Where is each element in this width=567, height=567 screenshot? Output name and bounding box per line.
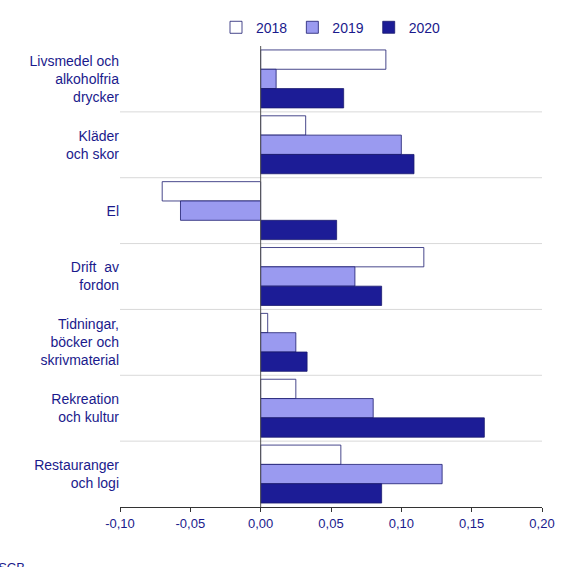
svg-text:Källa: SCB: Källa: SCB <box>0 560 25 567</box>
svg-text:Tidningar,böcker ochskrivmater: Tidningar,böcker ochskrivmaterial <box>40 316 119 368</box>
svg-text:2019: 2019 <box>332 20 363 36</box>
svg-text:2020: 2020 <box>409 20 440 36</box>
svg-text:Restaurangeroch logi: Restaurangeroch logi <box>34 457 119 491</box>
svg-text:-0,10: -0,10 <box>105 516 135 531</box>
svg-text:0,20: 0,20 <box>529 516 554 531</box>
svg-text:0,15: 0,15 <box>459 516 484 531</box>
svg-text:0,00: 0,00 <box>248 516 273 531</box>
svg-text:Drift avfordon: Drift avfordon <box>71 259 119 293</box>
svg-text:0,10: 0,10 <box>389 516 414 531</box>
svg-text:Rekreationoch kultur: Rekreationoch kultur <box>51 391 119 425</box>
svg-text:Kläderoch skor: Kläderoch skor <box>66 128 119 162</box>
svg-text:El: El <box>107 203 119 219</box>
svg-text:-0,05: -0,05 <box>176 516 206 531</box>
svg-text:0,05: 0,05 <box>318 516 343 531</box>
svg-text:Livsmedel ochalkoholfriadrycke: Livsmedel ochalkoholfriadrycker <box>30 53 120 105</box>
svg-text:2018: 2018 <box>256 20 287 36</box>
